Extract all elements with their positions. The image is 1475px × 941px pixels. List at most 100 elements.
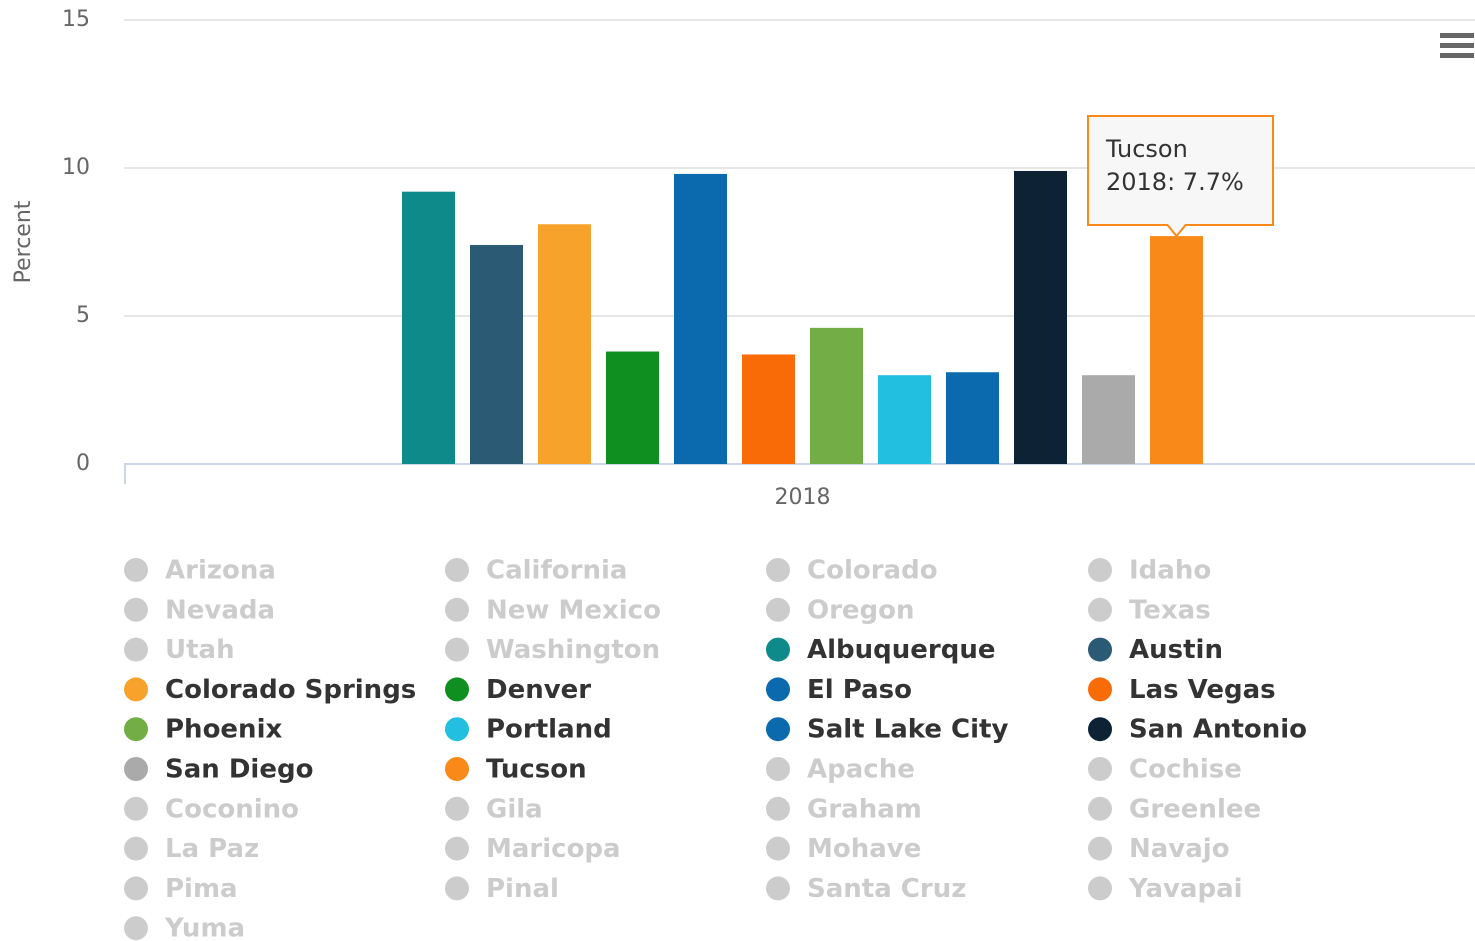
legend-label: Yavapai <box>1128 874 1243 904</box>
legend-symbol <box>445 796 469 821</box>
legend-item[interactable]: Denver <box>445 675 591 705</box>
bar <box>1150 236 1203 464</box>
legend-symbol <box>445 717 469 742</box>
legend-item[interactable]: Washington <box>445 635 660 665</box>
legend-label: Pinal <box>486 874 559 904</box>
legend-label: Navajo <box>1129 834 1230 864</box>
x-tick-label: 2018 <box>775 485 831 510</box>
legend-symbol <box>124 796 148 821</box>
legend-item[interactable]: Apache <box>766 755 915 785</box>
legend-item[interactable]: California <box>445 556 627 586</box>
legend-item[interactable]: Mohave <box>766 834 921 864</box>
legend-item[interactable]: Austin <box>1088 635 1223 665</box>
legend-label: Arizona <box>165 556 276 586</box>
legend-item[interactable]: Colorado <box>766 556 938 586</box>
legend-label: San Diego <box>165 755 313 785</box>
legend-label: California <box>486 556 627 586</box>
legend-item[interactable]: Santa Cruz <box>766 874 966 904</box>
menu-line <box>1440 33 1474 38</box>
y-tick-label: 0 <box>76 451 90 476</box>
legend-symbol <box>445 558 469 582</box>
legend-symbol <box>124 717 148 742</box>
menu-line <box>1440 43 1474 48</box>
legend-symbol <box>766 637 790 662</box>
legend-label: Gila <box>486 794 543 824</box>
legend-symbol <box>124 597 148 622</box>
legend-item[interactable]: Nevada <box>124 595 275 625</box>
y-tick-label: 10 <box>62 155 90 180</box>
legend-label: Washington <box>486 635 660 665</box>
legend-item[interactable]: Tucson <box>445 755 587 785</box>
legend-item[interactable]: Texas <box>1088 595 1211 625</box>
legend-symbol <box>1088 677 1112 702</box>
bar <box>674 173 727 465</box>
legend-item[interactable]: Graham <box>766 794 922 824</box>
legend-item[interactable]: Salt Lake City <box>766 715 1008 745</box>
legend-item[interactable]: Cochise <box>1088 755 1242 785</box>
legend-item[interactable]: Maricopa <box>445 834 621 864</box>
legend-item[interactable]: Phoenix <box>124 715 282 745</box>
legend-item[interactable]: Yavapai <box>1088 874 1243 904</box>
legend-item[interactable]: Pinal <box>445 874 559 904</box>
legend-symbol <box>766 597 790 622</box>
legend-label: Pima <box>165 874 238 904</box>
legend-item[interactable]: New Mexico <box>445 595 661 625</box>
legend-item[interactable]: Albuquerque <box>766 635 996 665</box>
legend-item[interactable]: San Diego <box>124 755 313 785</box>
legend-label: New Mexico <box>486 595 661 625</box>
legend-label: Yuma <box>164 914 245 941</box>
legend-label: Salt Lake City <box>807 715 1008 745</box>
legend-symbol <box>124 558 148 582</box>
legend-label: Nevada <box>165 595 275 625</box>
legend-item[interactable]: Utah <box>124 635 235 665</box>
bar <box>742 354 795 464</box>
bar <box>946 372 999 464</box>
legend-item[interactable]: Gila <box>445 794 543 824</box>
legend-item[interactable]: Colorado Springs <box>124 675 416 705</box>
legend-label: Oregon <box>807 595 915 625</box>
bar <box>810 327 863 464</box>
menu-button[interactable] <box>1440 33 1474 58</box>
legend-label: Greenlee <box>1129 794 1261 824</box>
legend-item[interactable]: Las Vegas <box>1088 675 1276 705</box>
legend-item[interactable]: Yuma <box>124 914 245 941</box>
legend-item[interactable]: San Antonio <box>1088 715 1307 745</box>
legend-symbol <box>766 796 790 821</box>
legend-label: Denver <box>486 675 591 705</box>
legend-symbol <box>124 916 148 941</box>
legend-item[interactable]: El Paso <box>766 675 912 705</box>
legend-item[interactable]: Portland <box>445 715 612 745</box>
legend-item[interactable]: La Paz <box>124 834 259 864</box>
bar <box>470 244 523 464</box>
y-tick-label: 5 <box>76 303 90 328</box>
tooltip: Tucson 2018: 7.7% <box>1087 115 1274 238</box>
legend-symbol <box>445 637 469 662</box>
legend-item[interactable]: Arizona <box>124 556 276 586</box>
bar <box>1082 375 1135 464</box>
legend-label: Portland <box>486 715 612 745</box>
legend-symbol <box>445 597 469 622</box>
legend-label: Santa Cruz <box>807 874 966 904</box>
menu-line <box>1440 53 1474 58</box>
legend-label: Idaho <box>1129 556 1211 586</box>
legend-item[interactable]: Idaho <box>1088 556 1211 586</box>
legend-symbol <box>766 757 790 781</box>
y-axis-label: Percent <box>11 200 36 283</box>
legend-symbol <box>1088 836 1112 861</box>
legend-symbol <box>445 757 469 781</box>
legend-label: Austin <box>1129 635 1223 665</box>
legend-symbol <box>124 677 148 702</box>
legend-label: Coconino <box>165 794 299 824</box>
legend-label: Tucson <box>486 755 587 785</box>
legend-symbol <box>445 677 469 702</box>
legend-item[interactable]: Oregon <box>766 595 915 625</box>
legend-symbol <box>1088 637 1112 662</box>
legend-item[interactable]: Navajo <box>1088 834 1230 864</box>
legend-label: Mohave <box>807 834 921 864</box>
legend-item[interactable]: Pima <box>124 874 238 904</box>
legend-item[interactable]: Greenlee <box>1088 794 1261 824</box>
legend-symbol <box>1088 597 1112 622</box>
bar <box>878 375 931 464</box>
legend-item[interactable]: Coconino <box>124 794 299 824</box>
